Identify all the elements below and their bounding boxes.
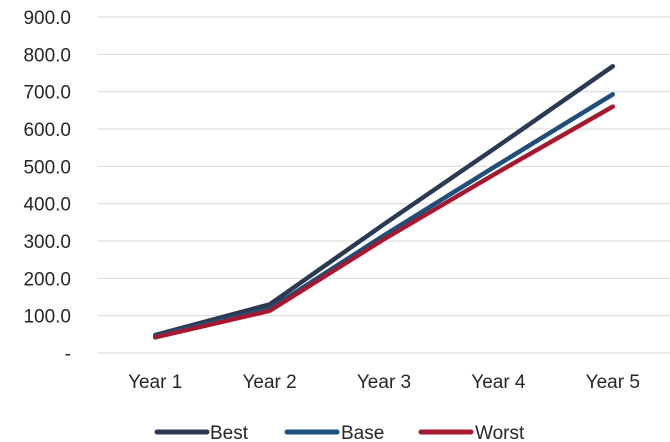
y-tick-label: - <box>65 344 71 365</box>
series-line-base <box>152 92 616 339</box>
y-tick-label: 100.0 <box>23 307 71 328</box>
x-tick-label: Year 5 <box>586 372 640 393</box>
y-tick-label: 400.0 <box>23 195 71 216</box>
x-tick-label: Year 2 <box>242 372 296 393</box>
legend-label: Best <box>210 423 249 442</box>
y-tick-label: 900.0 <box>23 8 71 29</box>
series-lines <box>152 64 616 340</box>
gridlines <box>98 16 670 354</box>
legend-item-worst: Worst <box>418 423 525 442</box>
legend-item-base: Base <box>284 423 384 442</box>
series-line-best <box>152 64 616 338</box>
y-tick-label: 700.0 <box>23 83 71 104</box>
legend-item-best: Best <box>154 423 249 442</box>
x-tick-label: Year 1 <box>128 372 182 393</box>
legend: Best Base Worst <box>154 423 525 442</box>
legend-label: Worst <box>475 423 525 442</box>
x-tick-label: Year 4 <box>471 372 526 393</box>
x-axis-labels: Year 1 Year 2 Year 3 Year 4 Year 5 <box>128 372 640 393</box>
x-tick-label: Year 3 <box>357 372 411 393</box>
y-tick-label: 800.0 <box>23 45 71 66</box>
y-axis-labels: - 100.0 200.0 300.0 400.0 500.0 600.0 700.0 800.… <box>23 8 71 365</box>
y-tick-label: 600.0 <box>23 120 71 141</box>
legend-label: Base <box>341 423 384 442</box>
y-tick-label: 200.0 <box>23 269 71 290</box>
y-tick-label: 300.0 <box>23 232 71 253</box>
series-line-worst <box>152 104 616 340</box>
y-tick-label: 500.0 <box>23 157 71 178</box>
